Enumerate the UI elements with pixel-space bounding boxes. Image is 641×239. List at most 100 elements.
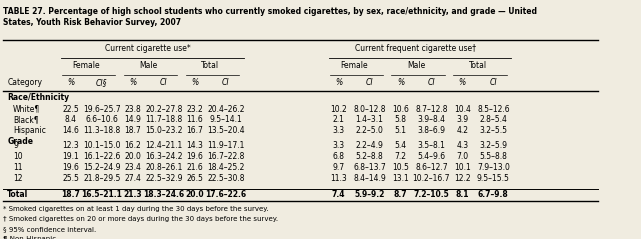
Text: 7.2–10.5: 7.2–10.5 — [413, 190, 449, 199]
Text: 12: 12 — [13, 174, 22, 183]
Text: Female: Female — [72, 61, 100, 70]
Text: 25.5: 25.5 — [63, 174, 79, 183]
Text: 21.8–29.5: 21.8–29.5 — [83, 174, 121, 183]
Text: ¶ Non-Hispanic.: ¶ Non-Hispanic. — [3, 236, 58, 239]
Text: 9.5–14.1: 9.5–14.1 — [210, 115, 242, 125]
Text: 5.4: 5.4 — [394, 141, 406, 150]
Text: 6.7–9.8: 6.7–9.8 — [478, 190, 509, 199]
Text: %: % — [191, 78, 199, 87]
Text: 10.1: 10.1 — [454, 163, 470, 172]
Text: 3.5–8.1: 3.5–8.1 — [417, 141, 445, 150]
Text: 10.5: 10.5 — [392, 163, 409, 172]
Text: 3.2–5.5: 3.2–5.5 — [479, 126, 508, 135]
Text: Grade: Grade — [7, 137, 33, 146]
Text: 15.0–23.2: 15.0–23.2 — [145, 126, 183, 135]
Text: 10.2–16.7: 10.2–16.7 — [413, 174, 450, 183]
Text: 11.3–18.8: 11.3–18.8 — [83, 126, 121, 135]
Text: Male: Male — [139, 61, 158, 70]
Text: %: % — [67, 78, 74, 87]
Text: 19.6: 19.6 — [63, 163, 79, 172]
Text: Black¶: Black¶ — [13, 115, 39, 125]
Text: 20.4–26.2: 20.4–26.2 — [207, 105, 244, 114]
Text: 8.1: 8.1 — [456, 190, 469, 199]
Text: CI: CI — [222, 78, 229, 87]
Text: 26.5: 26.5 — [187, 174, 203, 183]
Text: 3.2–5.9: 3.2–5.9 — [479, 141, 508, 150]
Text: CI: CI — [365, 78, 373, 87]
Text: 12.3: 12.3 — [63, 141, 79, 150]
Text: Category: Category — [7, 78, 42, 87]
Text: 17.6–22.6: 17.6–22.6 — [205, 190, 246, 199]
Text: 9.7: 9.7 — [333, 163, 345, 172]
Text: 16.1–22.6: 16.1–22.6 — [83, 152, 121, 161]
Text: 3.9–8.4: 3.9–8.4 — [417, 115, 445, 125]
Text: 7.4: 7.4 — [332, 190, 345, 199]
Text: White¶: White¶ — [13, 105, 40, 114]
Text: 16.7–22.8: 16.7–22.8 — [207, 152, 244, 161]
Text: 16.5–21.1: 16.5–21.1 — [81, 190, 122, 199]
Text: 2.8–5.4: 2.8–5.4 — [479, 115, 507, 125]
Text: TABLE 27. Percentage of high school students who currently smoked cigarettes, by: TABLE 27. Percentage of high school stud… — [3, 7, 537, 27]
Text: 6.8: 6.8 — [333, 152, 344, 161]
Text: 3.9: 3.9 — [456, 115, 469, 125]
Text: 10.4: 10.4 — [454, 105, 471, 114]
Text: 27.4: 27.4 — [124, 174, 141, 183]
Text: Male: Male — [407, 61, 425, 70]
Text: 8.4: 8.4 — [65, 115, 77, 125]
Text: 7.2: 7.2 — [394, 152, 406, 161]
Text: %: % — [459, 78, 466, 87]
Text: 20.0: 20.0 — [124, 152, 141, 161]
Text: 5.5–8.8: 5.5–8.8 — [479, 152, 507, 161]
Text: 13.5–20.4: 13.5–20.4 — [207, 126, 245, 135]
Text: CI: CI — [428, 78, 435, 87]
Text: %: % — [397, 78, 404, 87]
Text: 7.0: 7.0 — [456, 152, 469, 161]
Text: 11.6: 11.6 — [187, 115, 203, 125]
Text: 2.1: 2.1 — [333, 115, 344, 125]
Text: 6.6–10.6: 6.6–10.6 — [85, 115, 119, 125]
Text: 2.2–4.9: 2.2–4.9 — [356, 141, 383, 150]
Text: 3.8–6.9: 3.8–6.9 — [417, 126, 445, 135]
Text: 9: 9 — [13, 141, 18, 150]
Text: 19.6–25.7: 19.6–25.7 — [83, 105, 121, 114]
Text: 16.2: 16.2 — [124, 141, 141, 150]
Text: 21.3: 21.3 — [124, 190, 142, 199]
Text: 23.2: 23.2 — [187, 105, 203, 114]
Text: 20.0: 20.0 — [185, 190, 204, 199]
Text: 11.9–17.1: 11.9–17.1 — [207, 141, 244, 150]
Text: 8.6–12.7: 8.6–12.7 — [415, 163, 448, 172]
Text: 11.7–18.8: 11.7–18.8 — [146, 115, 183, 125]
Text: Hispanic: Hispanic — [13, 126, 46, 135]
Text: Current cigarette use*: Current cigarette use* — [106, 44, 191, 53]
Text: Current frequent cigarette use†: Current frequent cigarette use† — [356, 44, 476, 53]
Text: CI: CI — [160, 78, 168, 87]
Text: 6.8–13.7: 6.8–13.7 — [353, 163, 386, 172]
Text: 12.4–21.1: 12.4–21.1 — [146, 141, 183, 150]
Text: 5.4–9.6: 5.4–9.6 — [417, 152, 445, 161]
Text: %: % — [129, 78, 137, 87]
Text: 10.6: 10.6 — [392, 105, 409, 114]
Text: 8.5–12.6: 8.5–12.6 — [477, 105, 510, 114]
Text: 22.5–32.9: 22.5–32.9 — [145, 174, 183, 183]
Text: 12.2: 12.2 — [454, 174, 470, 183]
Text: CI§: CI§ — [96, 78, 108, 87]
Text: 4.3: 4.3 — [456, 141, 469, 150]
Text: 8.4–14.9: 8.4–14.9 — [353, 174, 386, 183]
Text: 20.2–27.8: 20.2–27.8 — [145, 105, 183, 114]
Text: 15.2–24.9: 15.2–24.9 — [83, 163, 121, 172]
Text: 3.3: 3.3 — [333, 126, 345, 135]
Text: 3.3: 3.3 — [333, 141, 345, 150]
Text: Female: Female — [340, 61, 368, 70]
Text: 11: 11 — [13, 163, 22, 172]
Text: 5.8: 5.8 — [394, 115, 406, 125]
Text: † Smoked cigarettes on 20 or more days during the 30 days before the survey.: † Smoked cigarettes on 20 or more days d… — [3, 216, 278, 222]
Text: Total: Total — [7, 190, 28, 199]
Text: 16.7: 16.7 — [187, 126, 203, 135]
Text: 4.2: 4.2 — [456, 126, 469, 135]
Text: Race/Ethnicity: Race/Ethnicity — [7, 93, 69, 102]
Text: 8.7: 8.7 — [394, 190, 407, 199]
Text: 10: 10 — [13, 152, 23, 161]
Text: 9.5–15.5: 9.5–15.5 — [477, 174, 510, 183]
Text: 1.4–3.1: 1.4–3.1 — [356, 115, 383, 125]
Text: 14.3: 14.3 — [187, 141, 203, 150]
